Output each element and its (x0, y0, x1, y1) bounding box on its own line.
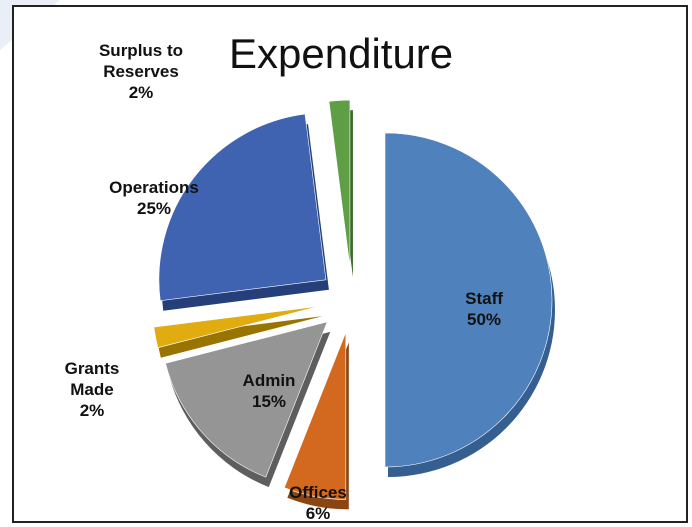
pie-slice-admin (165, 321, 328, 478)
pie-slice-depth-3 (156, 316, 323, 358)
pie-slice-offices (283, 332, 347, 500)
pie-slice-operations (158, 113, 327, 302)
slice-label-offices: Offices 6% (289, 483, 347, 523)
slice-label-grants-made: Grants Made 2% (65, 359, 120, 420)
pie-slice-staff (384, 132, 553, 468)
slice-label-staff: Staff 50% (465, 289, 503, 329)
slice-label-operations: Operations 25% (109, 178, 199, 218)
pie-slice-surplus-to-reserves (328, 99, 351, 268)
chart-frame (12, 5, 688, 523)
slice-label-admin: Admin 15% (243, 371, 296, 411)
slice-label-surplus-to-reserves: Surplus to Reserves 2% (99, 41, 183, 102)
chart-title: Expenditure (229, 30, 454, 77)
pie-slice-grants-made (153, 305, 320, 349)
